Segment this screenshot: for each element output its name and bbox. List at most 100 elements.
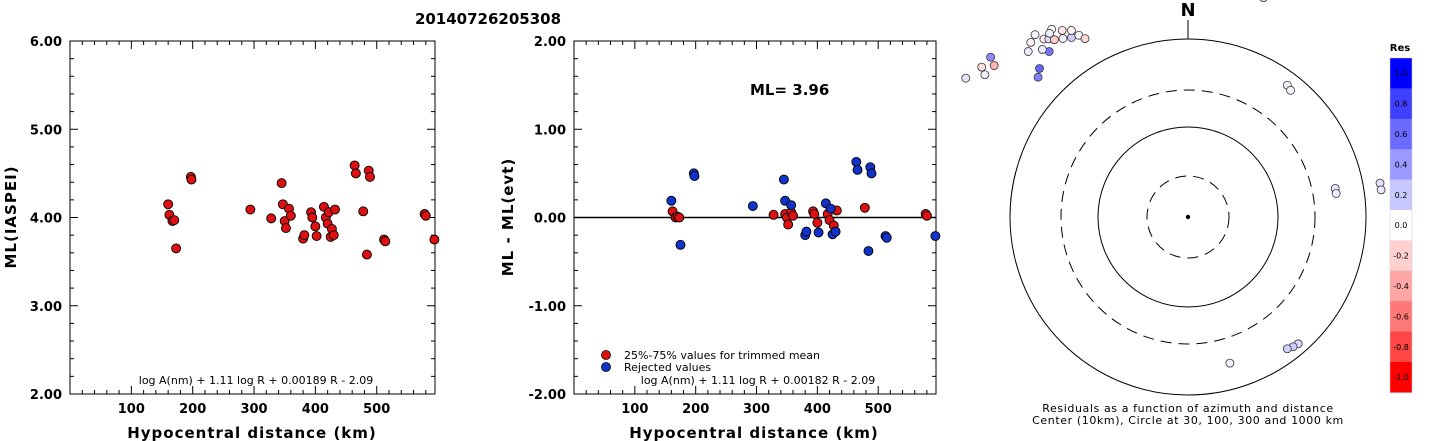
colorbar-swatch bbox=[1390, 58, 1412, 89]
caption-line-1: Residuals as a function of azimuth and d… bbox=[1042, 402, 1333, 415]
center-marker bbox=[1185, 214, 1191, 220]
colorbar-labels: 1.0 0.8 0.6 0.4 0.2 0.0 -0.2 -0.4 -0.6 -0.8 -1.0 bbox=[1393, 69, 1409, 382]
formula-text: log A(nm) + 1.11 log R + 0.00189 R - 2.0… bbox=[139, 374, 373, 387]
colorbar-swatch bbox=[1390, 88, 1412, 120]
data-point bbox=[285, 210, 296, 221]
station-marker bbox=[1049, 35, 1059, 45]
colorbar-frame bbox=[1389, 57, 1413, 393]
colorbar-label: -1.0 bbox=[1393, 373, 1409, 382]
data-point bbox=[768, 209, 779, 220]
ring-100km bbox=[1097, 126, 1279, 308]
station-marker bbox=[1376, 185, 1386, 195]
data-point bbox=[171, 243, 182, 254]
station-marker bbox=[1331, 189, 1341, 198]
station-marker bbox=[989, 61, 999, 70]
y-tick-label: 6.00 bbox=[30, 35, 62, 50]
y-tick-label: 1.00 bbox=[534, 123, 566, 138]
data-point bbox=[852, 164, 863, 175]
x-tick-label: 500 bbox=[865, 402, 892, 417]
legend-label-trimmed: 25%-75% values for trimmed mean bbox=[624, 349, 820, 362]
data-point bbox=[788, 210, 798, 221]
axis-ticks bbox=[574, 40, 936, 395]
data-point bbox=[307, 212, 318, 223]
x-tick-label: 200 bbox=[682, 402, 709, 417]
data-point bbox=[809, 209, 820, 219]
data-point bbox=[881, 232, 892, 243]
colorbar-swatch bbox=[1390, 240, 1412, 272]
data-point bbox=[801, 226, 812, 237]
x-tick-labels: 100 200 300 400 500 bbox=[621, 402, 892, 417]
colorbar-label: -0.4 bbox=[1393, 282, 1409, 291]
station-marker bbox=[1037, 45, 1047, 54]
station-marker bbox=[1033, 72, 1043, 82]
x-tick-label: 400 bbox=[804, 402, 831, 417]
data-point bbox=[330, 204, 340, 215]
x-tick-label: 200 bbox=[179, 402, 206, 417]
station-marker bbox=[1067, 26, 1076, 35]
colorbar-label: -0.2 bbox=[1393, 252, 1409, 261]
data-point bbox=[280, 223, 291, 234]
data-point bbox=[666, 195, 677, 206]
data-point bbox=[350, 168, 361, 179]
colorbar-swatch bbox=[1390, 270, 1412, 302]
station-marker bbox=[961, 73, 971, 83]
data-points bbox=[666, 156, 941, 256]
legend-marker-trimmed bbox=[601, 350, 611, 360]
data-point bbox=[328, 230, 339, 241]
colorbar-swatch bbox=[1390, 179, 1412, 211]
axis-ticks bbox=[70, 40, 435, 395]
station-marker bbox=[1282, 344, 1292, 354]
data-point bbox=[420, 210, 431, 221]
colorbar-label: 0.8 bbox=[1395, 100, 1408, 109]
station-marker bbox=[1286, 85, 1295, 95]
y-tick-label: -2.00 bbox=[529, 388, 566, 403]
formula-text: log A(nm) + 1.11 log R + 0.00182 R - 2.0… bbox=[641, 374, 875, 387]
colorbar-label: 0.0 bbox=[1395, 221, 1408, 230]
x-axis-label: Hypocentral distance (km) bbox=[629, 424, 879, 441]
data-point bbox=[186, 174, 197, 185]
x-tick-label: 100 bbox=[621, 402, 648, 417]
colorbar-swatch bbox=[1390, 118, 1412, 150]
station-markers bbox=[961, 0, 1386, 368]
page-title: 20140726205308 bbox=[415, 10, 561, 28]
station-marker bbox=[1023, 47, 1033, 56]
station-marker bbox=[986, 52, 996, 62]
azimuth-residual-plot: N Residuals as a function of azimuth and… bbox=[961, 0, 1386, 427]
colorbar-swatches bbox=[1389, 57, 1413, 393]
data-point bbox=[830, 226, 841, 237]
legend-marker-rejected bbox=[601, 362, 611, 372]
data-point bbox=[429, 234, 440, 245]
x-tick-label: 400 bbox=[302, 402, 329, 417]
data-point bbox=[689, 171, 700, 181]
x-tick-labels: 100 200 300 400 500 bbox=[118, 402, 391, 417]
data-point bbox=[310, 221, 321, 232]
ring-300km bbox=[1060, 89, 1316, 345]
north-label: N bbox=[1180, 0, 1195, 21]
colorbar-label: 0.6 bbox=[1395, 130, 1408, 139]
y-axis-label: ML(IASPEI) bbox=[2, 165, 20, 268]
data-point bbox=[786, 200, 797, 211]
legend: 25%-75% values for trimmed mean Rejected… bbox=[601, 349, 820, 374]
y-tick-label: 2.00 bbox=[534, 35, 566, 50]
y-tick-label: 2.00 bbox=[30, 388, 62, 403]
station-marker bbox=[1225, 358, 1235, 368]
data-point bbox=[299, 230, 310, 241]
colorbar-swatch bbox=[1390, 210, 1412, 241]
station-marker bbox=[1080, 34, 1090, 43]
station-marker bbox=[1030, 30, 1040, 40]
station-marker bbox=[980, 70, 990, 80]
colorbar-swatch bbox=[1390, 149, 1412, 181]
colorbar-label: 0.4 bbox=[1395, 160, 1408, 169]
y-axis-label: ML - ML(evt) bbox=[499, 158, 517, 276]
data-point bbox=[169, 215, 180, 226]
data-point bbox=[163, 199, 174, 210]
y-tick-label: 4.00 bbox=[30, 212, 62, 227]
y-tick-label: 0.00 bbox=[534, 212, 566, 227]
colorbar-label: -0.8 bbox=[1393, 343, 1409, 352]
data-point bbox=[866, 168, 877, 179]
station-marker bbox=[977, 62, 987, 72]
ring-30km bbox=[1146, 175, 1230, 259]
data-point bbox=[747, 201, 758, 211]
y-tick-label: -1.00 bbox=[529, 300, 566, 315]
